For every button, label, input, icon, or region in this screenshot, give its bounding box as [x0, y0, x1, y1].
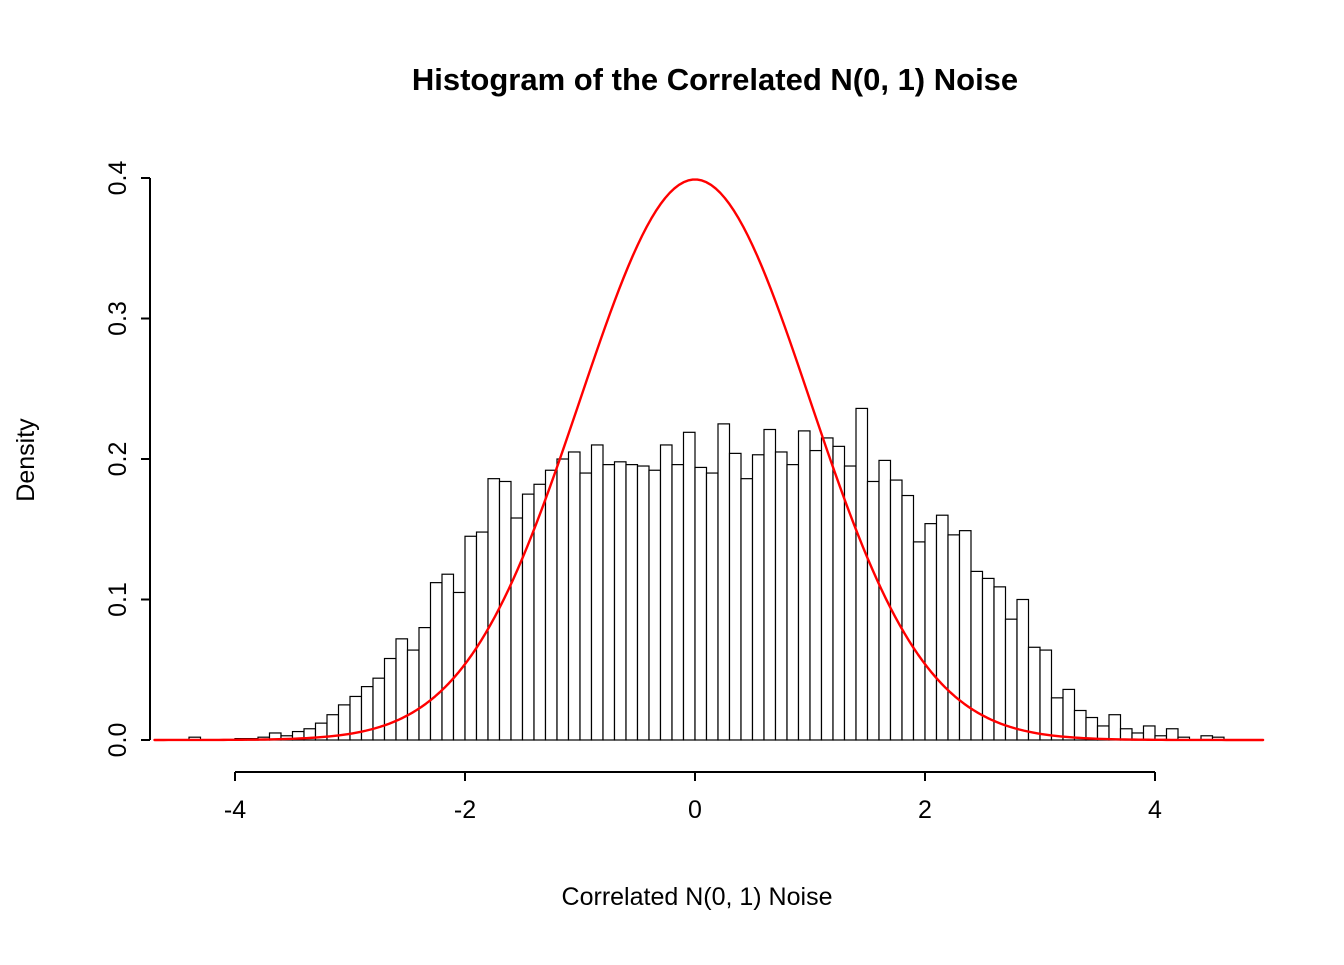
- histogram-bar: [993, 586, 1007, 741]
- histogram-bar: [567, 451, 581, 741]
- histogram-bar: [429, 582, 443, 741]
- histogram-bar: [1085, 716, 1099, 741]
- histogram-bars: [188, 407, 1225, 741]
- histogram-bar: [590, 444, 604, 741]
- histogram-bar: [625, 464, 639, 741]
- histogram-bar: [832, 445, 846, 741]
- histogram-bar: [510, 517, 524, 741]
- histogram-bar: [1004, 618, 1018, 741]
- histogram-bar: [372, 677, 386, 741]
- histogram-bar: [682, 431, 696, 741]
- x-axis-label: Correlated N(0, 1) Noise: [562, 883, 833, 911]
- normal-density-curve: [153, 178, 1265, 742]
- histogram-bar: [912, 541, 926, 741]
- histogram-bar: [602, 464, 616, 741]
- histogram-bar: [1073, 709, 1087, 741]
- histogram-bar: [694, 466, 708, 741]
- y-tick-label: 0.3: [104, 301, 132, 336]
- histogram-bar: [613, 461, 627, 741]
- x-tick-label: 4: [1148, 796, 1162, 824]
- axes: 0.0 0.1 0.2 0.3 0.4 -4 -2 0 2 4: [104, 161, 1162, 824]
- histogram-bar: [1062, 688, 1076, 741]
- histogram-bar: [705, 472, 719, 741]
- histogram-bar: [1108, 714, 1122, 741]
- histogram-bar: [383, 657, 397, 741]
- histogram-bar: [947, 534, 961, 741]
- histogram-bar: [901, 494, 915, 741]
- y-tick-label: 0.0: [104, 723, 132, 758]
- histogram-bar: [751, 454, 765, 741]
- histogram-bar: [441, 573, 455, 741]
- histogram-bar: [1039, 649, 1053, 741]
- histogram-bar: [556, 458, 570, 741]
- histogram-bar: [1050, 697, 1064, 741]
- histogram-bar: [820, 437, 834, 741]
- histogram-bar: [740, 478, 754, 741]
- histogram-bar: [924, 523, 938, 741]
- histogram-bar: [544, 469, 558, 741]
- histogram-bar: [475, 531, 489, 741]
- y-axis-label: Density: [12, 418, 40, 502]
- histogram-bar: [809, 449, 823, 741]
- histogram-bar: [935, 514, 949, 741]
- histogram-bar: [786, 464, 800, 741]
- x-tick-label: 0: [688, 796, 702, 824]
- histogram-bar: [1016, 598, 1030, 741]
- x-tick-label: -2: [454, 796, 476, 824]
- histogram-bar: [418, 626, 432, 741]
- density-curve: [153, 178, 1265, 742]
- histogram-bar: [648, 469, 662, 741]
- histogram-bar: [659, 444, 673, 741]
- chart-title: Histogram of the Correlated N(0, 1) Nois…: [412, 62, 1018, 97]
- histogram-bar: [1165, 728, 1179, 741]
- x-tick-label: 2: [918, 796, 932, 824]
- histogram-bar: [464, 535, 478, 741]
- x-tick-label: -4: [224, 796, 246, 824]
- histogram-bar: [406, 649, 420, 741]
- y-tick-label: 0.2: [104, 442, 132, 477]
- histogram-bar: [671, 464, 685, 741]
- histogram-bar: [498, 480, 512, 741]
- y-tick-label: 0.4: [104, 161, 132, 196]
- histogram-bar: [774, 451, 788, 741]
- histogram-bar: [763, 428, 777, 741]
- histogram-bar: [717, 423, 731, 741]
- histogram-bar: [797, 430, 811, 741]
- histogram-bar: [878, 459, 892, 741]
- histogram-bar: [1142, 725, 1156, 741]
- histogram-bar: [855, 407, 869, 741]
- y-tick-label: 0.1: [104, 582, 132, 617]
- histogram-bar: [636, 465, 650, 741]
- histogram-bar: [866, 480, 880, 741]
- histogram-bar: [395, 638, 409, 741]
- histogram-bar: [728, 452, 742, 741]
- histogram-bar: [1027, 646, 1041, 741]
- histogram-bar: [579, 472, 593, 741]
